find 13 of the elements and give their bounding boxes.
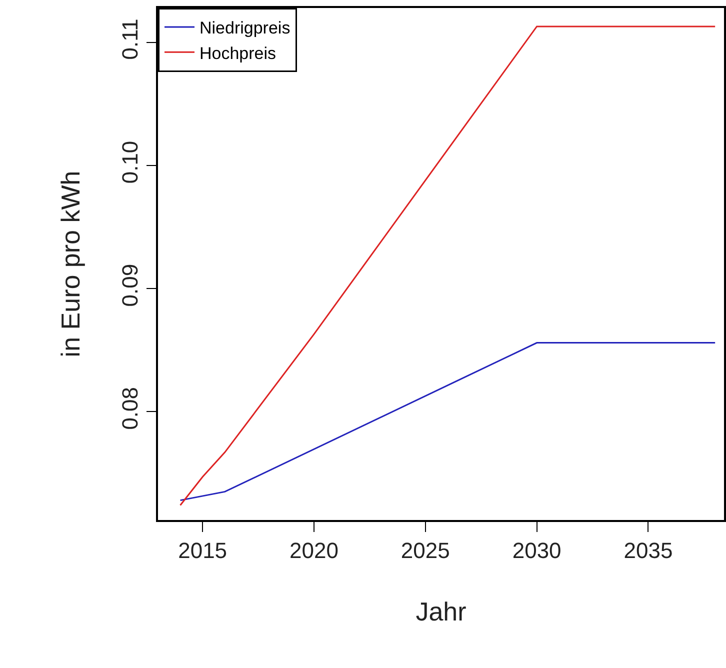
y-tick-label: 0.10 [117, 140, 142, 184]
x-tick-label: 2025 [400, 538, 450, 564]
x-tick-label: 2015 [178, 538, 228, 564]
legend-label: Hochpreis [200, 44, 276, 63]
x-axis-title: Jahr [416, 596, 467, 626]
y-axis-title: in Euro pro kWh [55, 170, 86, 358]
x-tick-label: 2035 [624, 538, 673, 564]
y-tick-label: 0.08 [117, 386, 142, 430]
y-tick-label: 0.11 [117, 18, 142, 60]
y-tick-label: 0.09 [117, 264, 142, 307]
x-tick-label: 2020 [290, 538, 338, 564]
x-tick-label: 2030 [512, 538, 562, 564]
legend-label: Niedrigpreis [200, 18, 290, 38]
